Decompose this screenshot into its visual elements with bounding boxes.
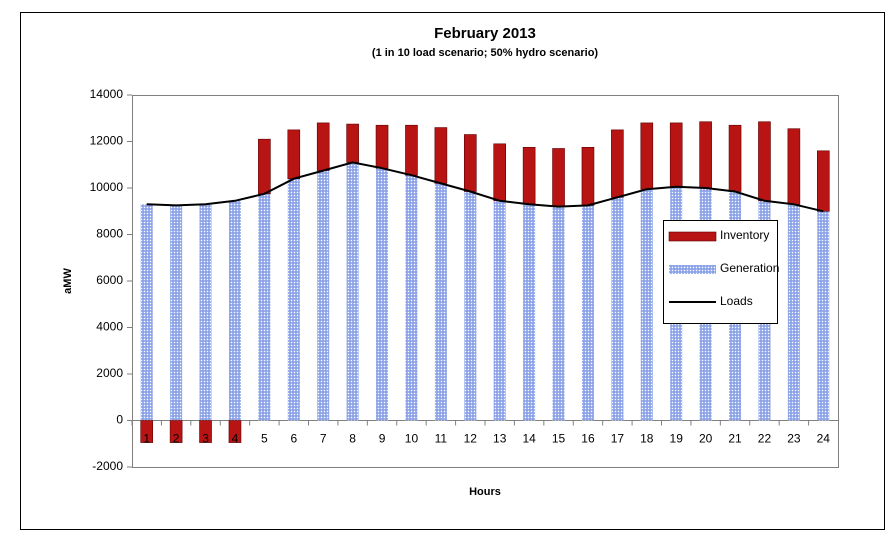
plot-area xyxy=(132,95,839,468)
y-tick-label: 10000 xyxy=(90,180,124,194)
generation-bar xyxy=(346,162,359,421)
x-tick-label: 15 xyxy=(552,432,566,446)
legend-label: Inventory xyxy=(720,228,769,242)
generation-bar xyxy=(228,200,241,421)
generation-bar xyxy=(640,189,653,421)
inventory-bar xyxy=(581,147,595,206)
generation-bar xyxy=(523,204,536,421)
x-tick-label: 21 xyxy=(728,432,742,446)
y-tick-label: 12000 xyxy=(90,134,124,148)
generation-bar xyxy=(287,178,300,421)
inventory-bar xyxy=(463,134,477,192)
generation-bar xyxy=(170,205,183,421)
generation-bar xyxy=(317,170,330,421)
x-tick-label: 23 xyxy=(787,432,801,446)
inventory-bar xyxy=(758,121,771,202)
y-tick-label: 0 xyxy=(116,413,123,427)
x-tick-label: 1 xyxy=(143,432,150,446)
x-tick-label: 12 xyxy=(464,432,478,446)
generation-bar xyxy=(581,205,594,421)
generation-bar xyxy=(405,175,418,421)
y-tick-label: 2000 xyxy=(96,366,123,380)
legend-swatch xyxy=(668,231,717,242)
x-axis-label: Hours xyxy=(469,486,501,498)
generation-bar xyxy=(258,193,271,421)
legend-label: Generation xyxy=(720,261,779,275)
x-tick-label: 24 xyxy=(817,432,831,446)
inventory-bar xyxy=(140,420,154,443)
x-tick-label: 11 xyxy=(435,432,448,446)
x-tick-label: 18 xyxy=(640,432,654,446)
x-tick-label: 16 xyxy=(581,432,595,446)
x-tick-label: 14 xyxy=(522,432,536,446)
x-tick-label: 5 xyxy=(261,432,268,446)
y-tick-label: 8000 xyxy=(96,227,123,241)
loads-line xyxy=(146,161,824,213)
x-tick-label: 13 xyxy=(493,432,507,446)
inventory-bar xyxy=(405,124,418,176)
legend-label: Loads xyxy=(720,294,753,308)
inventory-bar xyxy=(228,420,242,443)
x-tick-label: 22 xyxy=(758,432,772,446)
generation-bar xyxy=(434,183,447,421)
inventory-bar xyxy=(669,122,683,188)
inventory-bar xyxy=(522,147,536,205)
inventory-bar xyxy=(787,128,801,205)
inventory-bar xyxy=(375,124,389,169)
chart-subtitle: (1 in 10 load scenario; 50% hydro scenar… xyxy=(372,47,599,59)
inventory-bar xyxy=(316,122,330,171)
generation-bar xyxy=(199,204,212,421)
inventory-bar xyxy=(258,138,271,195)
legend-swatch xyxy=(669,265,716,274)
x-tick-label: 10 xyxy=(405,432,419,446)
inventory-bar xyxy=(287,129,301,180)
generation-bar xyxy=(787,204,800,421)
generation-bar xyxy=(817,211,830,421)
inventory-bar xyxy=(816,150,830,212)
inventory-bar xyxy=(552,148,565,207)
y-axis-label: aMW xyxy=(62,268,74,294)
y-tick-label: 14000 xyxy=(90,87,124,101)
x-tick-label: 4 xyxy=(232,432,239,446)
generation-bar xyxy=(493,200,506,421)
inventory-bar xyxy=(699,121,712,189)
inventory-bar xyxy=(728,124,742,192)
generation-bar xyxy=(140,204,153,421)
inventory-bar xyxy=(611,129,624,198)
x-tick-label: 19 xyxy=(670,432,684,446)
inventory-bar xyxy=(493,143,507,202)
x-tick-label: 8 xyxy=(349,432,356,446)
inventory-bar xyxy=(346,123,359,163)
x-tick-label: 20 xyxy=(699,432,713,446)
x-tick-label: 9 xyxy=(379,432,386,446)
x-tick-label: 6 xyxy=(290,432,297,446)
generation-bar xyxy=(611,197,624,421)
y-tick-label: 4000 xyxy=(96,320,123,334)
y-tick-label: -2000 xyxy=(92,459,123,473)
inventory-bar xyxy=(640,122,654,190)
x-tick-label: 2 xyxy=(173,432,180,446)
x-tick-label: 7 xyxy=(320,432,327,446)
inventory-bar xyxy=(199,420,212,443)
inventory-bar xyxy=(434,127,448,184)
x-tick-label: 17 xyxy=(611,432,625,446)
generation-bar xyxy=(376,168,389,421)
y-tick-label: 6000 xyxy=(96,273,123,287)
inventory-bar xyxy=(169,420,183,443)
x-tick-label: 3 xyxy=(202,432,209,446)
generation-bar xyxy=(464,191,477,421)
generation-bar xyxy=(552,206,565,421)
chart-title: February 2013 xyxy=(434,25,536,42)
